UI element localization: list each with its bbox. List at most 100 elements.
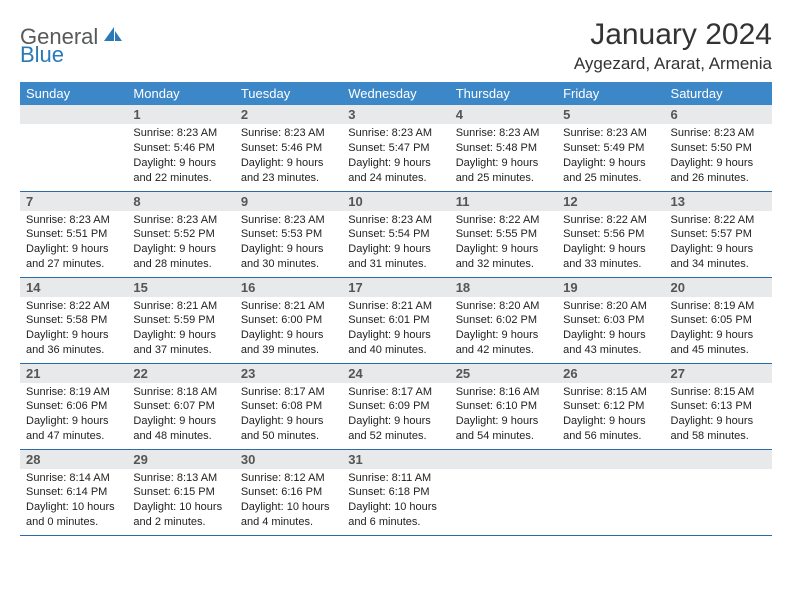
weekday-header: Sunday	[20, 82, 127, 105]
calendar-cell: 6Sunrise: 8:23 AMSunset: 5:50 PMDaylight…	[665, 105, 772, 191]
sunset-text: Sunset: 6:13 PM	[671, 399, 766, 414]
calendar-cell: 16Sunrise: 8:21 AMSunset: 6:00 PMDayligh…	[235, 277, 342, 363]
cell-body: Sunrise: 8:23 AMSunset: 5:46 PMDaylight:…	[235, 124, 342, 189]
sunset-text: Sunset: 6:16 PM	[241, 485, 336, 500]
calendar-cell	[665, 449, 772, 535]
daylight-text: Daylight: 9 hours and 36 minutes.	[26, 328, 121, 358]
calendar-cell: 17Sunrise: 8:21 AMSunset: 6:01 PMDayligh…	[342, 277, 449, 363]
calendar-cell: 5Sunrise: 8:23 AMSunset: 5:49 PMDaylight…	[557, 105, 664, 191]
daylight-text: Daylight: 9 hours and 23 minutes.	[241, 156, 336, 186]
day-number: 20	[665, 278, 772, 297]
day-number: 21	[20, 364, 127, 383]
day-number: 9	[235, 192, 342, 211]
weekday-header: Tuesday	[235, 82, 342, 105]
day-number: 27	[665, 364, 772, 383]
daylight-text: Daylight: 9 hours and 31 minutes.	[348, 242, 443, 272]
day-number: 13	[665, 192, 772, 211]
calendar-table: Sunday Monday Tuesday Wednesday Thursday…	[20, 82, 772, 536]
day-number: 1	[127, 105, 234, 124]
calendar-cell: 18Sunrise: 8:20 AMSunset: 6:02 PMDayligh…	[450, 277, 557, 363]
cell-body: Sunrise: 8:23 AMSunset: 5:51 PMDaylight:…	[20, 211, 127, 276]
daylight-text: Daylight: 10 hours and 2 minutes.	[133, 500, 228, 530]
calendar-cell: 30Sunrise: 8:12 AMSunset: 6:16 PMDayligh…	[235, 449, 342, 535]
calendar-cell: 24Sunrise: 8:17 AMSunset: 6:09 PMDayligh…	[342, 363, 449, 449]
calendar-cell: 14Sunrise: 8:22 AMSunset: 5:58 PMDayligh…	[20, 277, 127, 363]
sunrise-text: Sunrise: 8:23 AM	[241, 126, 336, 141]
sunset-text: Sunset: 5:50 PM	[671, 141, 766, 156]
calendar-cell	[450, 449, 557, 535]
sunrise-text: Sunrise: 8:22 AM	[456, 213, 551, 228]
day-number: 22	[127, 364, 234, 383]
title-block: January 2024 Aygezard, Ararat, Armenia	[574, 18, 772, 74]
sunset-text: Sunset: 5:53 PM	[241, 227, 336, 242]
calendar-cell: 2Sunrise: 8:23 AMSunset: 5:46 PMDaylight…	[235, 105, 342, 191]
cell-body: Sunrise: 8:23 AMSunset: 5:53 PMDaylight:…	[235, 211, 342, 276]
cell-body: Sunrise: 8:23 AMSunset: 5:54 PMDaylight:…	[342, 211, 449, 276]
logo-text-blue: Blue	[20, 42, 64, 67]
cell-body: Sunrise: 8:23 AMSunset: 5:52 PMDaylight:…	[127, 211, 234, 276]
daylight-text: Daylight: 9 hours and 40 minutes.	[348, 328, 443, 358]
calendar-cell: 23Sunrise: 8:17 AMSunset: 6:08 PMDayligh…	[235, 363, 342, 449]
calendar-cell: 7Sunrise: 8:23 AMSunset: 5:51 PMDaylight…	[20, 191, 127, 277]
calendar-cell: 12Sunrise: 8:22 AMSunset: 5:56 PMDayligh…	[557, 191, 664, 277]
sunset-text: Sunset: 5:54 PM	[348, 227, 443, 242]
cell-body: Sunrise: 8:19 AMSunset: 6:05 PMDaylight:…	[665, 297, 772, 362]
cell-body	[665, 469, 772, 475]
cell-body: Sunrise: 8:22 AMSunset: 5:58 PMDaylight:…	[20, 297, 127, 362]
cell-body: Sunrise: 8:17 AMSunset: 6:08 PMDaylight:…	[235, 383, 342, 448]
daylight-text: Daylight: 9 hours and 32 minutes.	[456, 242, 551, 272]
sunrise-text: Sunrise: 8:22 AM	[563, 213, 658, 228]
day-number: 19	[557, 278, 664, 297]
daylight-text: Daylight: 9 hours and 27 minutes.	[26, 242, 121, 272]
daylight-text: Daylight: 9 hours and 28 minutes.	[133, 242, 228, 272]
sunrise-text: Sunrise: 8:15 AM	[671, 385, 766, 400]
calendar-cell: 11Sunrise: 8:22 AMSunset: 5:55 PMDayligh…	[450, 191, 557, 277]
weekday-header: Monday	[127, 82, 234, 105]
cell-body: Sunrise: 8:19 AMSunset: 6:06 PMDaylight:…	[20, 383, 127, 448]
day-number: 10	[342, 192, 449, 211]
day-number: 5	[557, 105, 664, 124]
sunset-text: Sunset: 6:09 PM	[348, 399, 443, 414]
calendar-cell: 10Sunrise: 8:23 AMSunset: 5:54 PMDayligh…	[342, 191, 449, 277]
sunrise-text: Sunrise: 8:12 AM	[241, 471, 336, 486]
daylight-text: Daylight: 9 hours and 54 minutes.	[456, 414, 551, 444]
cell-body: Sunrise: 8:15 AMSunset: 6:12 PMDaylight:…	[557, 383, 664, 448]
weekday-header: Thursday	[450, 82, 557, 105]
cell-body: Sunrise: 8:21 AMSunset: 6:01 PMDaylight:…	[342, 297, 449, 362]
daylight-text: Daylight: 9 hours and 25 minutes.	[456, 156, 551, 186]
sunrise-text: Sunrise: 8:22 AM	[26, 299, 121, 314]
sunset-text: Sunset: 5:49 PM	[563, 141, 658, 156]
sunset-text: Sunset: 5:46 PM	[241, 141, 336, 156]
day-number: 4	[450, 105, 557, 124]
calendar-cell: 26Sunrise: 8:15 AMSunset: 6:12 PMDayligh…	[557, 363, 664, 449]
sunset-text: Sunset: 5:55 PM	[456, 227, 551, 242]
sunrise-text: Sunrise: 8:19 AM	[26, 385, 121, 400]
day-number	[450, 450, 557, 469]
daylight-text: Daylight: 9 hours and 22 minutes.	[133, 156, 228, 186]
sunrise-text: Sunrise: 8:21 AM	[348, 299, 443, 314]
day-number: 29	[127, 450, 234, 469]
daylight-text: Daylight: 9 hours and 25 minutes.	[563, 156, 658, 186]
day-number: 30	[235, 450, 342, 469]
sunset-text: Sunset: 5:47 PM	[348, 141, 443, 156]
daylight-text: Daylight: 9 hours and 56 minutes.	[563, 414, 658, 444]
sunset-text: Sunset: 6:08 PM	[241, 399, 336, 414]
cell-body: Sunrise: 8:22 AMSunset: 5:55 PMDaylight:…	[450, 211, 557, 276]
day-number: 3	[342, 105, 449, 124]
daylight-text: Daylight: 9 hours and 52 minutes.	[348, 414, 443, 444]
daylight-text: Daylight: 9 hours and 42 minutes.	[456, 328, 551, 358]
sunset-text: Sunset: 6:12 PM	[563, 399, 658, 414]
cell-body	[20, 124, 127, 130]
sunrise-text: Sunrise: 8:23 AM	[456, 126, 551, 141]
calendar-cell: 4 Sunrise: 8:23 AMSunset: 5:48 PMDaylight…	[450, 105, 557, 191]
sunset-text: Sunset: 5:48 PM	[456, 141, 551, 156]
day-number: 15	[127, 278, 234, 297]
day-number	[20, 105, 127, 124]
sunset-text: Sunset: 5:56 PM	[563, 227, 658, 242]
header: General January 2024 Aygezard, Ararat, A…	[20, 18, 772, 74]
calendar-cell: 25Sunrise: 8:16 AMSunset: 6:10 PMDayligh…	[450, 363, 557, 449]
cell-body: Sunrise: 8:23 AMSunset: 5:47 PMDaylight:…	[342, 124, 449, 189]
sunrise-text: Sunrise: 8:23 AM	[26, 213, 121, 228]
daylight-text: Daylight: 9 hours and 43 minutes.	[563, 328, 658, 358]
day-number: 6	[665, 105, 772, 124]
